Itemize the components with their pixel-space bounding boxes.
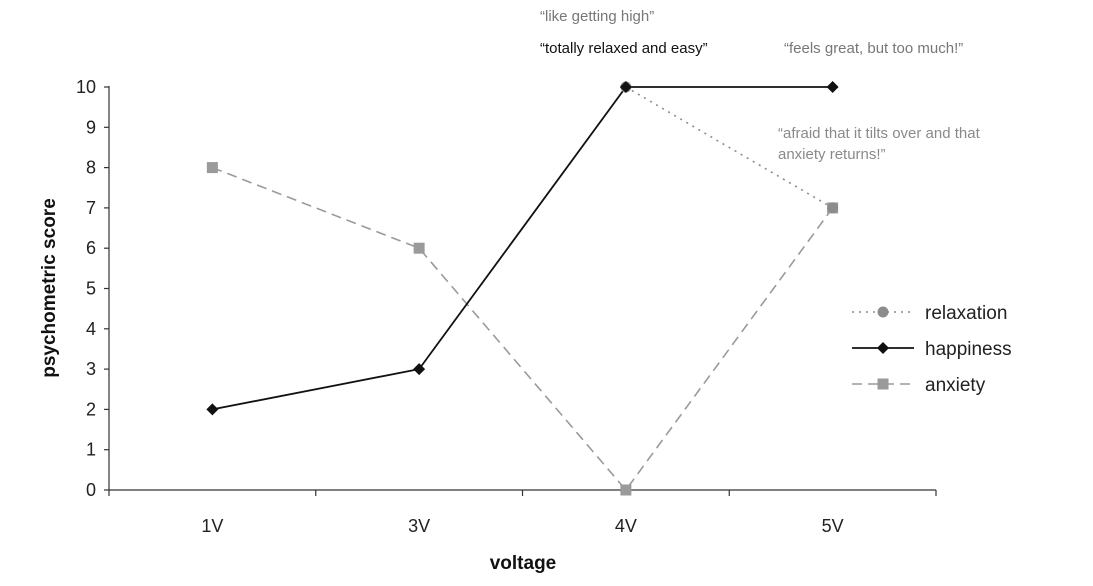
x-tick-label: 3V: [408, 516, 430, 536]
legend-marker-anxiety: [877, 378, 889, 390]
happiness-series-line: [212, 86, 833, 411]
happiness-data-point: [206, 403, 219, 416]
y-tick-label: 2: [86, 399, 96, 419]
legend-label-happiness: happiness: [925, 339, 1012, 360]
y-tick-label: 5: [86, 279, 96, 299]
annotation-quote: “feels great, but too much!”: [784, 40, 963, 57]
y-tick-label: 10: [76, 77, 96, 97]
x-axis-title: voltage: [490, 553, 557, 574]
relaxation-series-line: [625, 86, 834, 209]
annotation-quote: “totally relaxed and easy”: [540, 40, 708, 57]
legend-marker-relaxation: [877, 306, 889, 318]
anxiety-data-point: [620, 484, 632, 496]
happiness-data-point: [619, 81, 632, 93]
y-tick-label: 6: [86, 238, 96, 258]
y-tick-label: 0: [86, 480, 96, 500]
y-tick-label: 4: [86, 319, 96, 339]
annotation-quote: “like getting high”: [540, 8, 654, 25]
y-tick-label: 9: [86, 117, 96, 137]
y-tick-label: 7: [86, 198, 96, 218]
x-tick-label: 5V: [822, 516, 844, 536]
legend: relaxation happiness anxiety: [852, 303, 1012, 396]
x-tick-label: 1V: [201, 516, 223, 536]
anxiety-series-line: [212, 166, 834, 492]
anxiety-data-point: [206, 162, 218, 174]
anxiety-data-point: [413, 242, 425, 254]
happiness-data-point: [413, 363, 426, 376]
y-tick-label: 8: [86, 158, 96, 178]
annotation-quote: “afraid that it tilts over and that: [778, 125, 981, 142]
y-tick-label: 1: [86, 440, 96, 460]
relaxation-data-point: [827, 202, 839, 214]
legend-marker-happiness: [877, 342, 889, 354]
series-markers: [206, 81, 839, 496]
legend-label-relaxation: relaxation: [925, 303, 1007, 324]
happiness-data-point: [826, 81, 839, 93]
x-tick-label: 4V: [615, 516, 637, 536]
series-lines: [212, 86, 834, 492]
annotation-quote: anxiety returns!”: [778, 146, 886, 163]
y-axis-title: psychometric score: [39, 198, 60, 378]
legend-label-anxiety: anxiety: [925, 375, 986, 396]
x-ticks: 1V 3V 4V 5V: [108, 490, 937, 536]
annotations: “like getting high” “totally relaxed and …: [540, 8, 981, 163]
y-ticks: 0 1 2 3 4 5 6 7 8 9 10: [76, 77, 109, 500]
y-tick-label: 3: [86, 359, 96, 379]
